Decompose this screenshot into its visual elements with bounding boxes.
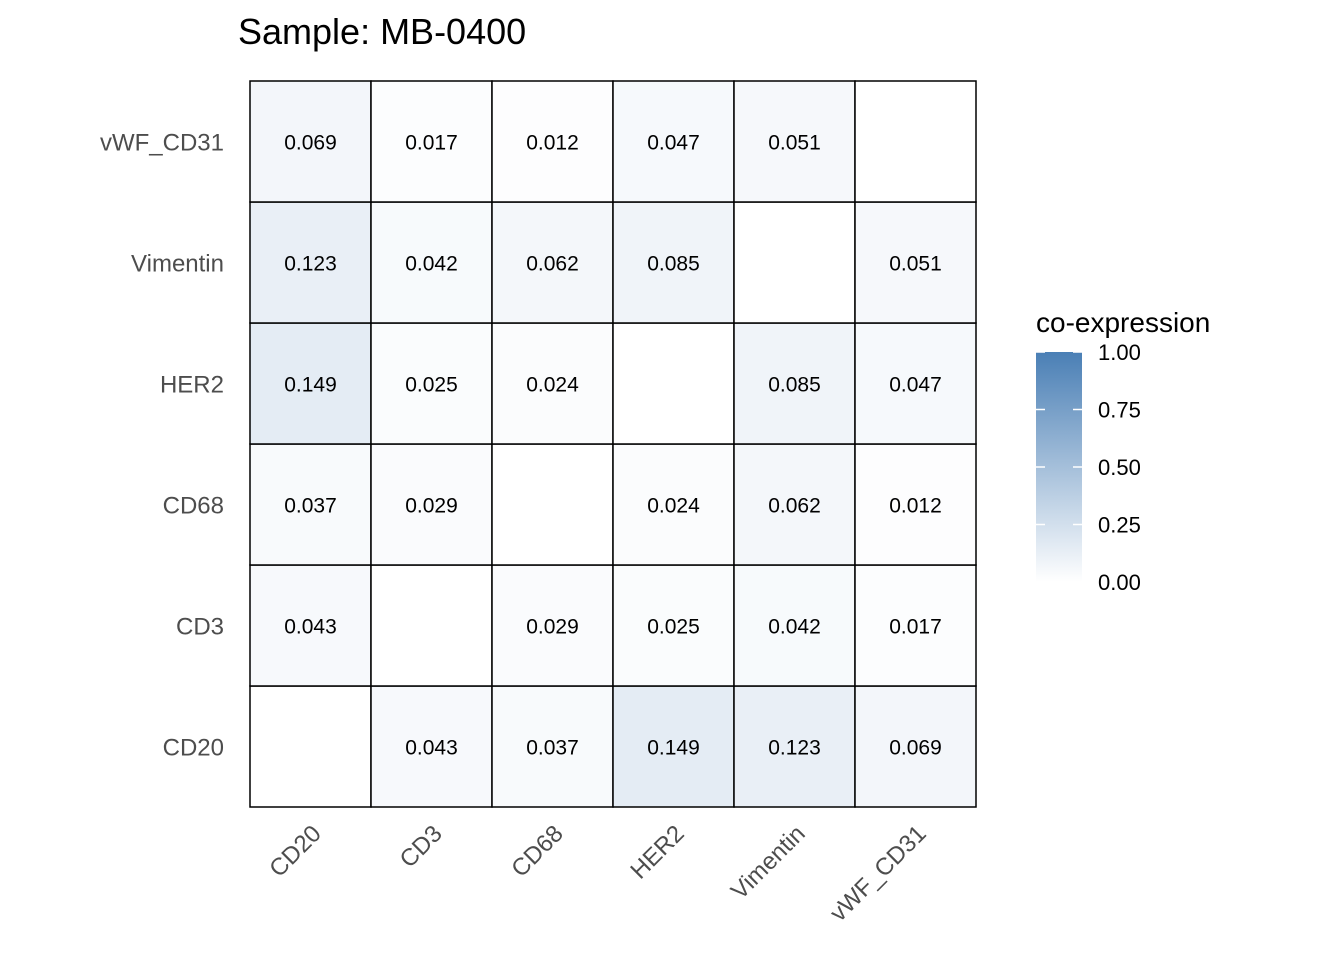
heatmap-cell — [249, 201, 372, 324]
cell-value-label: 0.085 — [647, 253, 700, 276]
heatmap-cell — [370, 322, 493, 445]
heatmap-cell — [491, 564, 614, 687]
y-tick-label: CD68 — [163, 493, 224, 520]
heatmap-cell — [249, 564, 372, 687]
cell-value-label: 0.025 — [647, 616, 700, 639]
heatmap-cell — [612, 443, 735, 566]
cell-value-label: 0.025 — [405, 374, 458, 397]
heatmap-cell — [854, 564, 977, 687]
legend-tick-label: 0.00 — [1098, 570, 1141, 595]
cell-value-label: 0.123 — [284, 253, 337, 276]
heatmap-cell — [370, 685, 493, 808]
y-tick-label: CD20 — [163, 735, 224, 762]
heatmap-cell — [491, 685, 614, 808]
cell-value-label: 0.024 — [526, 374, 579, 397]
y-tick-label: Vimentin — [131, 251, 224, 278]
legend-ticks: 1.00 0.75 0.50 0.25 0.00 — [1036, 340, 1141, 595]
heatmap-cell — [370, 564, 493, 687]
x-tick-label: CD20 — [264, 820, 326, 882]
heatmap-cell — [370, 443, 493, 566]
cell-value-label: 0.069 — [284, 132, 337, 155]
cell-value-label: 0.051 — [889, 253, 942, 276]
heatmap-cell — [491, 322, 614, 445]
cell-value-label: 0.012 — [889, 495, 942, 518]
x-tick-label: CD3 — [395, 820, 448, 873]
cell-value-label: 0.042 — [405, 253, 458, 276]
cell-value-label: 0.062 — [768, 495, 821, 518]
cell-value-label: 0.042 — [768, 616, 821, 639]
heatmap-cell — [854, 322, 977, 445]
cell-value-labels: 0.043 0.037 0.149 0.123 0.069 0.043 0.029 0.025… — [284, 132, 942, 760]
chart-title: Sample: MB-0400 — [238, 11, 526, 52]
x-tick-label: CD68 — [506, 820, 568, 882]
x-tick-label: Vimentin — [726, 820, 811, 905]
heatmap-cell — [612, 80, 735, 203]
x-axis-tick-labels: CD20 CD3 CD68 HER2 Vimentin vWF_CD31 — [264, 820, 931, 927]
heatmap-cell — [733, 201, 856, 324]
heatmap-cell — [854, 685, 977, 808]
cell-value-label: 0.085 — [768, 374, 821, 397]
cell-value-label: 0.043 — [284, 616, 337, 639]
heatmap-cell — [854, 443, 977, 566]
legend-tick-label: 0.25 — [1098, 513, 1141, 538]
cell-value-label: 0.047 — [647, 132, 700, 155]
heatmap-cell — [733, 564, 856, 687]
x-tick-label: HER2 — [625, 820, 689, 884]
cell-value-label: 0.037 — [284, 495, 337, 518]
cell-value-label: 0.024 — [647, 495, 700, 518]
heatmap-cell — [491, 443, 614, 566]
cell-value-label: 0.012 — [526, 132, 579, 155]
y-tick-label: HER2 — [160, 372, 224, 399]
legend-tick-label: 0.50 — [1098, 455, 1141, 480]
cell-value-label: 0.047 — [889, 374, 942, 397]
color-legend: co-expression 1.00 0.75 0.50 0.25 0.00 — [1036, 307, 1210, 595]
cell-value-label: 0.017 — [405, 132, 458, 155]
legend-tick-label: 0.75 — [1098, 398, 1141, 423]
heatmap-cells — [249, 80, 977, 808]
cell-value-label: 0.149 — [284, 374, 337, 397]
legend-title: co-expression — [1036, 307, 1210, 338]
cell-value-label: 0.017 — [889, 616, 942, 639]
heatmap-cell — [491, 201, 614, 324]
heatmap-cell — [733, 685, 856, 808]
cell-value-label: 0.062 — [526, 253, 579, 276]
cell-value-label: 0.051 — [768, 132, 821, 155]
heatmap-cell — [733, 322, 856, 445]
cell-value-label: 0.149 — [647, 737, 700, 760]
heatmap-cell — [612, 564, 735, 687]
heatmap-cell — [612, 322, 735, 445]
legend-tick-label: 1.00 — [1098, 340, 1141, 365]
y-tick-label: CD3 — [176, 614, 224, 641]
cell-value-label: 0.037 — [526, 737, 579, 760]
heatmap-cell — [854, 201, 977, 324]
heatmap-cell — [249, 685, 372, 808]
y-axis-tick-labels: CD20 CD3 CD68 HER2 Vimentin vWF_CD31 — [100, 130, 224, 762]
heatmap-cell — [249, 322, 372, 445]
heatmap-cell — [491, 80, 614, 203]
cell-value-label: 0.123 — [768, 737, 821, 760]
y-tick-label: vWF_CD31 — [100, 130, 224, 157]
heatmap-cell — [370, 80, 493, 203]
cell-value-label: 0.043 — [405, 737, 458, 760]
cell-value-label: 0.069 — [889, 737, 942, 760]
cell-value-label: 0.029 — [526, 616, 579, 639]
heatmap-cell — [854, 80, 977, 203]
x-tick-label: vWF_CD31 — [825, 820, 932, 927]
cell-value-label: 0.029 — [405, 495, 458, 518]
